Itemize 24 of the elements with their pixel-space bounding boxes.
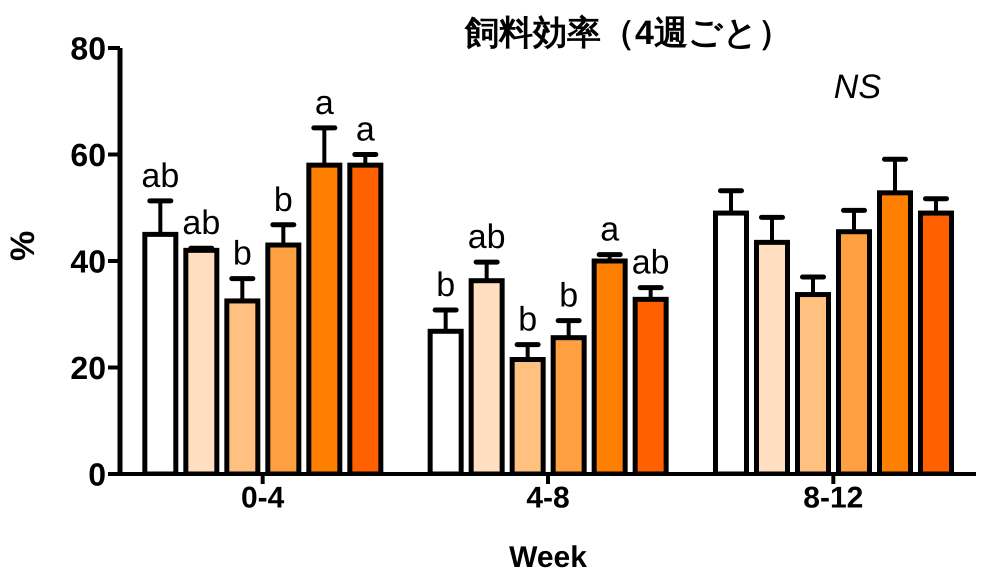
annotation: NS [834, 68, 881, 107]
y-tick-label: 40 [70, 243, 106, 280]
data-label: ab [182, 204, 220, 242]
y-tick-label: 80 [70, 30, 106, 66]
y-tick-label: 60 [70, 136, 106, 173]
data-label: ab [141, 156, 180, 195]
x-axis-title: Week [509, 541, 588, 574]
y-tick-label: 20 [70, 350, 106, 386]
data-label: ab [632, 244, 670, 282]
y-tick-label: 0 [88, 456, 106, 492]
chart-title: 飼料効率（4週ごと） [465, 13, 792, 54]
data-label: ab [468, 218, 506, 256]
data-label: b [436, 266, 456, 304]
data-label: b [232, 234, 252, 273]
data-label: a [600, 210, 620, 249]
data-label: b [559, 276, 578, 315]
x-tick-label: 8-12 [803, 481, 864, 514]
x-tick-label: 0-4 [240, 481, 285, 514]
data-label: a [356, 110, 375, 148]
data-label: a [314, 84, 334, 122]
y-axis-title: % [4, 230, 42, 261]
data-label: b [518, 300, 538, 339]
x-tick-label: 4-8 [526, 481, 570, 514]
data-label: b [274, 180, 293, 219]
